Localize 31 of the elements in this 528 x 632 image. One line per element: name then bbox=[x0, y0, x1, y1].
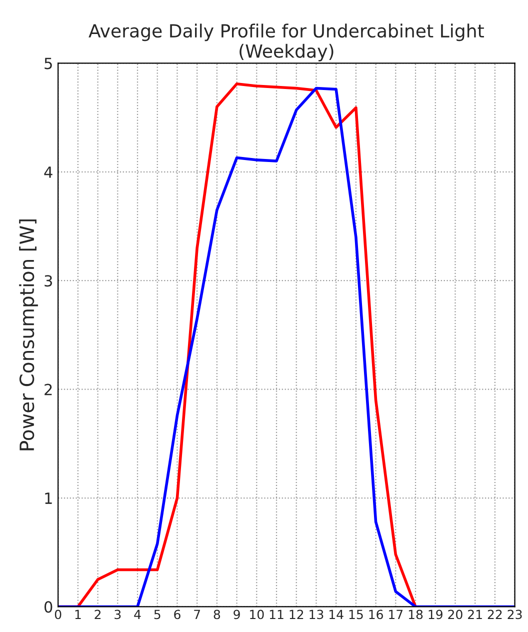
x-tick-label: 8 bbox=[214, 610, 220, 620]
x-tick-label: 18 bbox=[408, 610, 423, 620]
x-tick-label: 20 bbox=[448, 610, 462, 620]
x-tick-label: 4 bbox=[134, 610, 141, 619]
x-tick-label: 9 bbox=[234, 610, 240, 620]
x-tick-label: 16 bbox=[369, 610, 383, 620]
x-tick-label: 0 bbox=[54, 610, 62, 620]
x-tick-label: 1 bbox=[75, 610, 81, 619]
x-tick-label: 22 bbox=[488, 610, 502, 619]
y-axis-title: Power Consumption [W] bbox=[19, 219, 38, 450]
x-tick-label: 2 bbox=[94, 610, 101, 619]
x-tick-label: 10 bbox=[250, 610, 264, 620]
x-tick-label: 3 bbox=[114, 610, 121, 620]
y-tick-label: 4 bbox=[44, 166, 52, 178]
x-tick-label: 6 bbox=[174, 610, 180, 620]
y-tick-label: 5 bbox=[44, 58, 52, 70]
x-tick-label: 19 bbox=[428, 610, 442, 620]
x-tick-label: 11 bbox=[270, 610, 284, 619]
y-tick-label: 2 bbox=[44, 384, 52, 396]
x-tick-label: 15 bbox=[349, 610, 363, 620]
x-tick-label: 13 bbox=[310, 610, 324, 620]
x-tick-label: 12 bbox=[290, 610, 304, 619]
x-tick-label: 7 bbox=[194, 610, 200, 619]
x-tick-label: 14 bbox=[330, 610, 344, 619]
x-tick-label: 5 bbox=[154, 610, 160, 620]
x-tick-label: 21 bbox=[468, 610, 482, 619]
y-tick-label: 1 bbox=[45, 492, 52, 504]
chart-title: Average Daily Profile for Undercabinet Light (Weekday) bbox=[88, 24, 484, 62]
y-tick-label: 3 bbox=[44, 275, 52, 287]
x-tick-label: 17 bbox=[389, 610, 403, 619]
x-tick-label: 23 bbox=[508, 610, 522, 620]
